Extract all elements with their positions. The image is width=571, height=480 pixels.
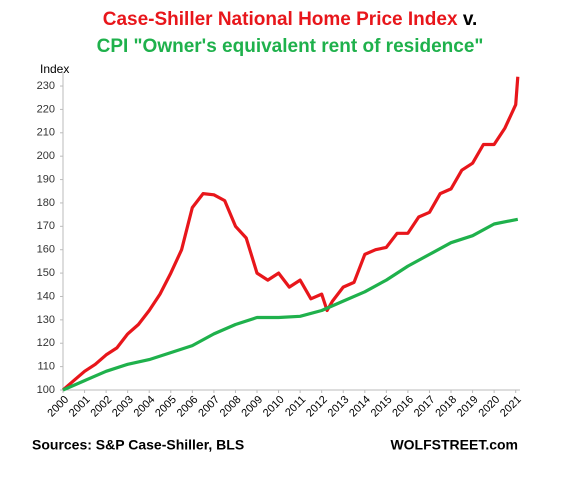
x-tick-label: 2020 — [477, 394, 503, 420]
x-tick-label: 2008 — [218, 394, 244, 420]
y-tick-label: 100 — [37, 384, 55, 396]
x-tick-label: 2002 — [88, 394, 114, 420]
y-tick-label: 130 — [37, 314, 55, 326]
y-tick-label: 170 — [37, 220, 55, 232]
y-tick-label: 190 — [37, 173, 55, 185]
y-tick-label: 180 — [37, 197, 55, 209]
x-tick-label: 2016 — [390, 394, 416, 420]
x-tick-label: 2014 — [347, 394, 373, 420]
x-tick-label: 2013 — [326, 394, 352, 420]
x-tick-label: 2012 — [304, 394, 330, 420]
series-line — [61, 76, 520, 392]
y-tick-label: 160 — [37, 244, 55, 256]
title-part: v. — [463, 9, 477, 30]
y-tick-label: 120 — [37, 337, 55, 349]
x-tick-label: 2021 — [498, 394, 524, 420]
source: Sources: S&P Case-Shiller, BLS — [32, 437, 244, 453]
chart-title: Case-Shiller National Home Price Index v… — [103, 9, 478, 30]
title-part: Case-Shiller National Home Price Index — [103, 9, 458, 30]
x-tick-label: 2009 — [239, 394, 265, 420]
x-tick-label: 2010 — [261, 394, 287, 420]
y-tick-label: 210 — [37, 127, 55, 139]
chart-subtitle: CPI "Owner's equivalent rent of residenc… — [97, 36, 484, 57]
x-tick-label: 2017 — [412, 394, 438, 420]
x-tick-label: 2018 — [433, 394, 459, 420]
x-tick-label: 2000 — [45, 394, 71, 420]
y-tick-label: 150 — [37, 267, 55, 279]
x-tick-label: 2011 — [283, 394, 308, 419]
y-tick-label: 110 — [37, 361, 55, 373]
x-tick-label: 2004 — [132, 394, 158, 420]
y-tick-label: 200 — [37, 150, 55, 162]
x-tick-label: 2005 — [153, 394, 179, 420]
x-tick-label: 2001 — [67, 394, 93, 420]
series-line — [62, 217, 519, 392]
y-tick-label: 230 — [37, 80, 55, 92]
y-tick-label: 220 — [37, 103, 55, 115]
y-axis-label: Index — [40, 62, 69, 76]
x-tick-label: 2006 — [175, 394, 201, 420]
watermark: WOLFSTREET.com — [390, 437, 518, 453]
x-tick-label: 2003 — [110, 394, 136, 420]
y-tick-label: 140 — [37, 290, 55, 302]
x-tick-label: 2007 — [196, 394, 222, 420]
x-tick-label: 2019 — [455, 394, 481, 420]
x-tick-label: 2015 — [369, 394, 395, 420]
